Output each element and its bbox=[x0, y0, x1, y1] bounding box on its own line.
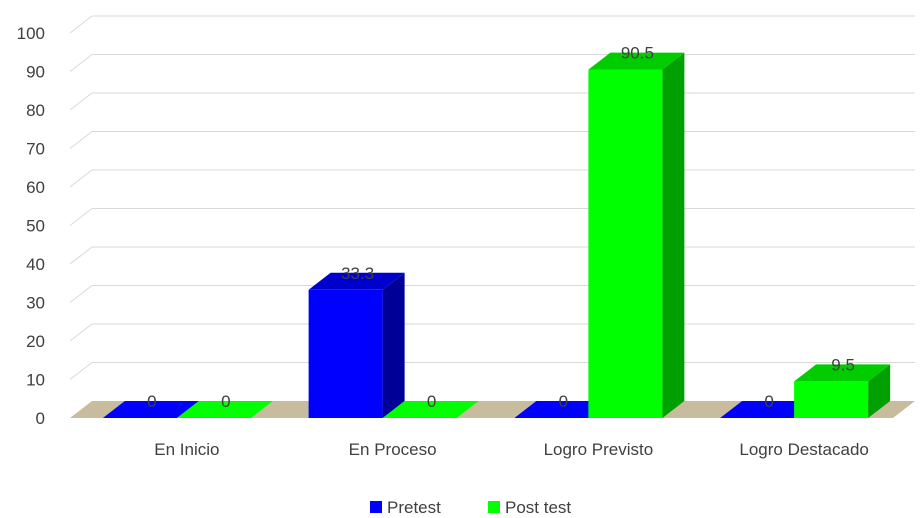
gridline-diagonal bbox=[69, 131, 93, 149]
legend-label: Pretest bbox=[387, 498, 441, 517]
bar-top bbox=[514, 401, 611, 418]
bar bbox=[514, 401, 611, 418]
legend-label: Post test bbox=[505, 498, 571, 517]
gridline-diagonal bbox=[69, 208, 93, 226]
data-label: 90.5 bbox=[621, 44, 654, 63]
bar bbox=[794, 364, 891, 418]
bar-front bbox=[308, 289, 383, 418]
bar bbox=[308, 272, 405, 418]
x-tick-label: Logro Destacado bbox=[739, 440, 868, 459]
x-axis: En Inicio En Proceso Logro Previsto Logro D… bbox=[154, 440, 869, 459]
y-tick-label: 40 bbox=[26, 255, 45, 274]
y-tick-label: 10 bbox=[26, 371, 45, 390]
bar-side bbox=[382, 272, 405, 418]
y-tick-label: 70 bbox=[26, 140, 45, 159]
bar-top bbox=[794, 364, 891, 382]
bar-side bbox=[868, 364, 891, 418]
bar-top bbox=[102, 401, 199, 418]
x-tick-label: Logro Previsto bbox=[544, 440, 654, 459]
bar-front bbox=[588, 69, 663, 418]
bar bbox=[720, 401, 817, 418]
y-tick-label: 0 bbox=[36, 409, 45, 428]
floor-plane bbox=[70, 401, 915, 418]
data-label: 33.3 bbox=[341, 264, 374, 283]
data-label: 0 bbox=[764, 392, 773, 411]
x-tick-label: En Inicio bbox=[154, 440, 219, 459]
y-tick-label: 50 bbox=[26, 217, 45, 236]
bar-top bbox=[308, 272, 405, 290]
y-axis: 0 10 20 30 40 50 60 70 80 90 100 bbox=[17, 24, 45, 428]
gridline-diagonal bbox=[69, 169, 93, 188]
y-tick-label: 100 bbox=[17, 24, 45, 43]
legend: Pretest Post test bbox=[370, 498, 571, 517]
data-label: 0 bbox=[147, 392, 156, 411]
bar bbox=[588, 52, 685, 418]
bar-top bbox=[176, 401, 273, 418]
y-tick-label: 30 bbox=[26, 294, 45, 313]
data-label: 9.5 bbox=[831, 355, 855, 374]
data-label: 0 bbox=[221, 392, 230, 411]
gridline-diagonal bbox=[69, 362, 93, 380]
gridline-diagonal bbox=[69, 246, 93, 265]
gridline-diagonal bbox=[69, 92, 93, 111]
bar-top bbox=[382, 401, 479, 418]
legend-item: Pretest bbox=[370, 498, 441, 517]
bars bbox=[102, 52, 891, 418]
y-tick-label: 80 bbox=[26, 101, 45, 120]
legend-item: Post test bbox=[488, 498, 571, 517]
y-tick-label: 60 bbox=[26, 178, 45, 197]
y-tick-label: 20 bbox=[26, 332, 45, 351]
gridline-diagonal bbox=[69, 54, 93, 72]
bar bbox=[102, 401, 199, 418]
data-label: 0 bbox=[559, 392, 568, 411]
bar bbox=[382, 401, 479, 418]
x-tick-label: En Proceso bbox=[349, 440, 437, 459]
y-tick-label: 90 bbox=[26, 63, 45, 82]
legend-swatch bbox=[370, 501, 382, 513]
gridline-diagonal bbox=[69, 15, 93, 34]
data-label: 0 bbox=[427, 392, 436, 411]
bar-side bbox=[662, 52, 685, 418]
bar-front bbox=[794, 381, 869, 418]
bar bbox=[176, 401, 273, 418]
gridline-diagonal bbox=[69, 285, 93, 303]
bar-top bbox=[720, 401, 817, 418]
chart-floor bbox=[70, 401, 915, 418]
gridline-diagonal bbox=[69, 323, 93, 342]
legend-swatch bbox=[488, 501, 500, 513]
data-labels: 0 0 33.3 0 0 90.5 0 9.5 bbox=[147, 44, 855, 411]
gridlines bbox=[69, 15, 915, 380]
bar-top bbox=[588, 52, 685, 70]
